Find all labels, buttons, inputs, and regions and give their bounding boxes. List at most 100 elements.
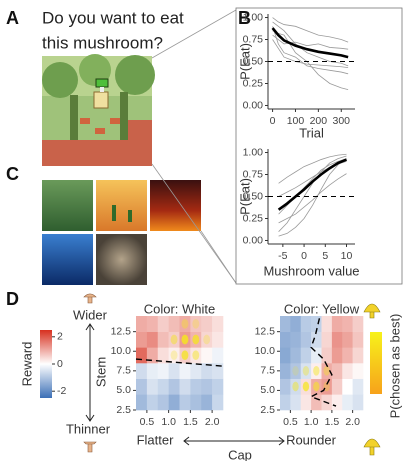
best-cell xyxy=(171,350,178,360)
best-cell xyxy=(192,366,199,376)
y-tick-label: 0.00 xyxy=(243,99,264,111)
y-tick-label: 1.00 xyxy=(243,146,264,158)
best-cell xyxy=(292,382,298,392)
best-cell xyxy=(203,397,210,407)
best-cell xyxy=(203,335,210,345)
best-cell xyxy=(182,382,189,392)
best-cell xyxy=(303,350,309,360)
best-cell xyxy=(160,366,167,376)
y-tick-label: 2.5 xyxy=(260,404,275,416)
best-cell xyxy=(334,319,340,329)
best-cell xyxy=(214,397,221,407)
colorbar xyxy=(370,332,382,394)
y-tick-label: 12.5 xyxy=(111,325,132,337)
best-cell xyxy=(171,335,178,345)
best-cell xyxy=(344,350,350,360)
prompt-line: Do you want to eat xyxy=(42,8,184,27)
axis-note: Thinner xyxy=(66,421,111,436)
best-cell xyxy=(282,335,288,345)
connector xyxy=(201,231,236,283)
best-cell xyxy=(203,319,210,329)
colorbar-tick-label: 2 xyxy=(57,331,63,343)
best-cell xyxy=(344,335,350,345)
axis-title: Stem xyxy=(93,357,108,387)
best-cell xyxy=(160,319,167,329)
best-cell xyxy=(292,335,298,345)
x-tick-label: 1.0 xyxy=(304,416,319,428)
panel-label: A xyxy=(6,8,19,28)
best-cell xyxy=(203,350,210,360)
panel-title: Color: White xyxy=(144,301,216,316)
x-tick-label: 1.5 xyxy=(183,416,198,428)
panel-label: D xyxy=(6,289,19,309)
best-cell xyxy=(138,335,145,345)
x-tick-label: -5 xyxy=(278,250,287,262)
y-tick-label: 0.00 xyxy=(243,234,264,246)
x-tick-label: 0.5 xyxy=(140,416,155,428)
panel-label: C xyxy=(6,164,19,184)
colorbar-tick-label: -2 xyxy=(57,385,66,397)
best-cell xyxy=(149,350,156,360)
x-tick-label: 1.5 xyxy=(325,416,340,428)
y-tick-label: 1.00 xyxy=(243,11,264,23)
best-cell xyxy=(303,366,309,376)
best-cell xyxy=(171,397,178,407)
best-cell xyxy=(344,366,350,376)
axis-note: Wider xyxy=(73,307,108,322)
y-tick-label: 10.0 xyxy=(111,345,132,357)
best-cell xyxy=(160,350,167,360)
best-cell xyxy=(282,350,288,360)
best-cell xyxy=(171,366,178,376)
colorbar-title: P(chosen as best) xyxy=(387,314,402,419)
best-cell xyxy=(282,397,288,407)
x-axis-title: Mushroom value xyxy=(263,263,359,278)
best-cell xyxy=(324,366,330,376)
y-axis-title: P(Eat) xyxy=(237,178,252,215)
best-cell xyxy=(138,382,145,392)
x-tick-label: 300 xyxy=(332,115,350,127)
y-tick-label: 2.5 xyxy=(116,404,131,416)
best-cell xyxy=(344,397,350,407)
best-cell xyxy=(171,382,178,392)
best-cell xyxy=(214,382,221,392)
best-cell xyxy=(282,382,288,392)
best-cell xyxy=(292,366,298,376)
best-cell xyxy=(171,319,178,329)
y-axis-title: P(Eat) xyxy=(237,43,252,80)
best-cell xyxy=(192,319,199,329)
colorbar-tick-label: 0 xyxy=(57,358,63,370)
best-cell xyxy=(203,382,210,392)
best-cell xyxy=(344,382,350,392)
best-cell xyxy=(334,382,340,392)
best-cell xyxy=(292,319,298,329)
best-cell xyxy=(282,366,288,376)
x-tick-label: 0 xyxy=(270,115,276,127)
best-cell xyxy=(182,366,189,376)
best-cell xyxy=(355,382,361,392)
best-cell xyxy=(303,382,309,392)
best-cell xyxy=(160,335,167,345)
x-tick-label: 1.0 xyxy=(161,416,176,428)
y-tick-label: 7.5 xyxy=(116,365,131,377)
best-cell xyxy=(203,366,210,376)
best-cell xyxy=(355,397,361,407)
best-cell xyxy=(160,397,167,407)
x-tick-label: 5 xyxy=(322,250,328,262)
colorbar xyxy=(40,330,52,398)
x-tick-label: 2.0 xyxy=(345,416,360,428)
x-tick-label: 2.0 xyxy=(205,416,220,428)
x-tick-label: 10 xyxy=(341,250,353,262)
best-cell xyxy=(334,366,340,376)
best-cell xyxy=(324,335,330,345)
game-scene xyxy=(42,54,155,166)
best-cell xyxy=(355,366,361,376)
best-cell xyxy=(334,335,340,345)
best-cell xyxy=(355,335,361,345)
best-cell xyxy=(182,350,189,360)
best-cell xyxy=(324,319,330,329)
y-tick-label: 12.5 xyxy=(255,325,276,337)
best-cell xyxy=(138,319,145,329)
y-tick-label: 10.0 xyxy=(255,345,276,357)
best-cell xyxy=(355,319,361,329)
best-cell xyxy=(292,350,298,360)
